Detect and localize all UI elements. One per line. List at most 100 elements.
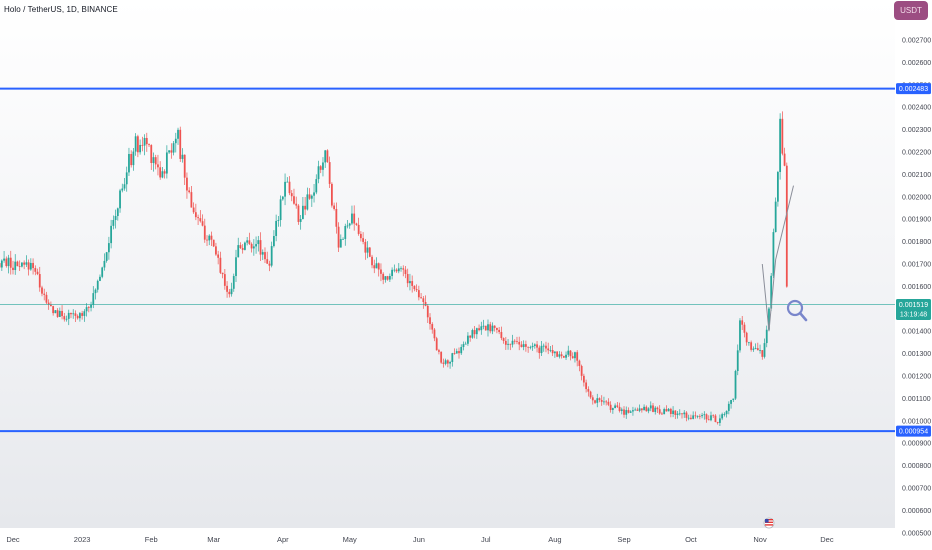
plot-background [0, 0, 895, 528]
candle-body [165, 152, 168, 174]
candle-body [150, 145, 153, 164]
candle-body [654, 407, 657, 412]
candle-body [433, 329, 436, 339]
candle-body [603, 401, 605, 403]
candle-body [148, 144, 150, 146]
horizontal-lines[interactable] [0, 87, 895, 433]
candle-body [498, 329, 501, 333]
candle-body [203, 225, 206, 240]
candle-body [288, 181, 291, 194]
candle-body [159, 167, 162, 178]
candle-body [781, 118, 784, 154]
candle-body [0, 263, 1, 268]
candle-body [388, 275, 391, 280]
candle-body [286, 181, 289, 183]
candle-body [83, 311, 86, 316]
candles [0, 111, 788, 427]
candle-body [143, 137, 146, 146]
candle-body [43, 293, 46, 295]
candle-body [438, 350, 440, 352]
candle-body [110, 225, 113, 244]
candle-body [562, 356, 565, 358]
candle-body [545, 345, 547, 349]
time-axis[interactable] [0, 528, 895, 550]
current-price-label: 0.001519 [899, 302, 928, 309]
candle-body [337, 226, 340, 248]
candle-body [192, 207, 195, 213]
candle-body [475, 328, 478, 335]
candle-body [687, 417, 690, 419]
candle-body [391, 269, 393, 276]
candle-body [81, 313, 84, 316]
candle-body [293, 196, 295, 204]
time-tick-label-4: Apr [277, 535, 289, 544]
price-tick-label-21: 0.000500 [902, 530, 931, 537]
candle-body [21, 262, 23, 267]
candle-body [235, 257, 237, 277]
candle-body [473, 330, 476, 335]
candle-body [25, 262, 28, 265]
candle-body [598, 398, 601, 401]
candle-body [560, 354, 563, 357]
candle-body [344, 226, 347, 239]
candle-body [266, 259, 269, 264]
candle-body [342, 238, 344, 240]
candle-body [464, 343, 467, 345]
candle-body [765, 329, 768, 344]
candle-body [429, 317, 431, 325]
candle-body [676, 413, 679, 415]
candle-body [469, 335, 472, 338]
candle-body [295, 203, 298, 206]
candle-body [569, 350, 572, 357]
price-tick-label-16: 0.001000 [902, 418, 931, 425]
candle-body [74, 313, 77, 316]
candle-body [181, 154, 184, 159]
candle-body [741, 320, 744, 325]
currency-button[interactable]: USDT [894, 1, 928, 20]
candle-body [478, 328, 480, 331]
candle-body [634, 409, 637, 411]
candle-body [504, 340, 507, 345]
candle-body [261, 252, 264, 255]
candle-body [277, 220, 280, 221]
line-price-label-0: 0.002483 [899, 86, 928, 93]
candle-body [145, 137, 148, 145]
candle-body [754, 348, 757, 349]
price-tick-label-5: 0.002200 [902, 150, 931, 157]
candle-body [578, 360, 581, 366]
candle-body [324, 150, 327, 163]
us-flag-event-icon[interactable] [763, 517, 775, 529]
candle-body [326, 150, 329, 163]
price-tick-label-1: 0.002600 [902, 60, 931, 67]
candle-body [335, 208, 338, 227]
candle-body [116, 208, 119, 217]
candle-body [661, 413, 663, 415]
candle-body [489, 324, 492, 332]
candle-body [56, 310, 59, 317]
candle-body [103, 260, 106, 268]
candle-body [18, 266, 21, 267]
candle-body [0, 260, 3, 268]
candle-body [480, 326, 483, 331]
candle-body [355, 223, 358, 225]
candle-body [223, 274, 226, 286]
candle-body [701, 415, 703, 417]
candle-body [533, 344, 536, 346]
candle-body [16, 261, 19, 267]
candle-body [531, 345, 534, 348]
time-tick-label-5: May [343, 535, 357, 544]
candle-body [770, 275, 773, 309]
candle-body [397, 268, 400, 272]
projection-line[interactable] [761, 185, 794, 332]
candle-body [406, 274, 409, 284]
candle-body [188, 190, 191, 193]
line-price-tag-0 [896, 83, 931, 95]
candle-body [690, 417, 692, 419]
candle-body [359, 233, 362, 239]
drawn-projection-line[interactable] [761, 185, 794, 332]
magnifier-icon[interactable] [786, 299, 808, 322]
time-tick-label-10: Oct [685, 535, 698, 544]
time-tick-label-2: Feb [145, 535, 158, 544]
candle-body [674, 410, 677, 415]
